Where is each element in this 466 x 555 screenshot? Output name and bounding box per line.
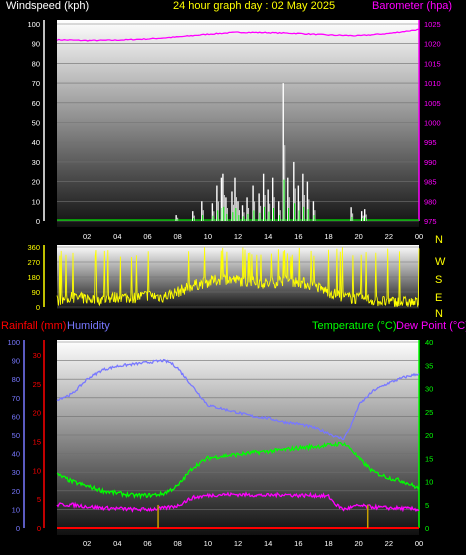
temperature-tick-label: 15 <box>425 454 433 463</box>
humidity-tick-label: 50 <box>12 431 20 440</box>
x-tick-label: 04 <box>113 232 121 241</box>
wind-tick-label: 100 <box>27 20 40 29</box>
wind-direction-trace <box>56 247 420 308</box>
rainfall-tick-label: 30 <box>33 351 41 360</box>
barometer-tick-label: 980 <box>424 197 437 206</box>
compass-label: W <box>435 256 446 268</box>
temperature-tick-label: 25 <box>425 408 433 417</box>
rainfall-tick-label: 0 <box>37 524 41 533</box>
wind-tick-label: 60 <box>32 99 40 108</box>
barometer-line <box>56 28 420 42</box>
wind-tick-label: 10 <box>32 197 40 206</box>
barometer-tick-label: 1025 <box>424 20 441 29</box>
direction-tick-label: 0 <box>36 303 40 312</box>
x-tick-label: 14 <box>264 232 272 241</box>
direction-tick-label: 270 <box>27 258 40 267</box>
x-tick-label: 14 <box>264 539 272 548</box>
barometer-tick-label: 985 <box>424 178 437 187</box>
humidity-tick-label: 0 <box>16 524 20 533</box>
wind-tick-label: 80 <box>32 59 40 68</box>
humidity-tick-label: 90 <box>12 357 20 366</box>
humidity-tick-label: 20 <box>12 487 20 496</box>
x-tick-label: 12 <box>234 539 242 548</box>
rainfall-tick-label: 25 <box>33 380 41 389</box>
barometer-tick-label: 1000 <box>424 119 441 128</box>
temperature-tick-label: 0 <box>425 524 429 533</box>
humidity-tick-label: 60 <box>12 412 20 421</box>
x-tick-label: 08 <box>173 232 181 241</box>
x-tick-label: 08 <box>173 539 181 548</box>
humidity-tick-label: 100 <box>7 338 20 347</box>
barometer-tick-label: 995 <box>424 138 437 147</box>
dewpoint-line <box>56 491 420 513</box>
x-tick-label: 20 <box>354 232 362 241</box>
x-tick-label: 10 <box>204 539 212 548</box>
temperature-tick-label: 10 <box>425 478 433 487</box>
compass-label: N <box>435 308 443 320</box>
wind-panel <box>57 20 419 227</box>
wind-tick-label: 50 <box>32 119 40 128</box>
wind-tick-label: 40 <box>32 138 40 147</box>
barometer-tick-label: 990 <box>424 158 437 167</box>
graph-title: 24 hour graph day : 02 May 2025 <box>173 0 335 12</box>
rainfall-tick-label: 5 <box>37 495 41 504</box>
windspeed-label: Windspeed (kph) <box>6 0 89 12</box>
direction-tick-label: 180 <box>27 273 40 282</box>
x-tick-label: 20 <box>354 539 362 548</box>
compass-label: E <box>435 292 442 304</box>
humidity-tick-label: 30 <box>12 468 20 477</box>
x-tick-label: 06 <box>143 539 151 548</box>
barometer-label: Barometer (hpa) <box>372 0 452 12</box>
humidity-tick-label: 10 <box>12 505 20 514</box>
humidity-line <box>56 358 420 441</box>
humidity-label: Humidity <box>67 320 110 332</box>
temperature-tick-label: 20 <box>425 431 433 440</box>
rainfall-label: Rainfall (mm) <box>1 320 66 332</box>
barometer-tick-label: 1020 <box>424 40 441 49</box>
x-tick-label: 18 <box>324 232 332 241</box>
temperature-line <box>56 441 420 500</box>
x-tick-label: 04 <box>113 539 121 548</box>
temp-panel <box>57 340 419 535</box>
x-tick-label: 02 <box>83 539 91 548</box>
barometer-tick-label: 1005 <box>424 99 441 108</box>
x-tick-label: 22 <box>385 232 393 241</box>
rainfall-tick-label: 10 <box>33 466 41 475</box>
x-tick-label: 00 <box>415 232 423 241</box>
x-tick-label: 10 <box>204 232 212 241</box>
temperature-tick-label: 5 <box>425 501 429 510</box>
x-tick-label: 22 <box>385 539 393 548</box>
humidity-tick-label: 70 <box>12 394 20 403</box>
dewpoint-label: Dew Point (°C) <box>396 320 466 332</box>
humidity-tick-label: 80 <box>12 375 20 384</box>
wind-tick-label: 20 <box>32 178 40 187</box>
x-tick-label: 16 <box>294 539 302 548</box>
x-tick-label: 06 <box>143 232 151 241</box>
wind-tick-label: 70 <box>32 79 40 88</box>
wind-tick-label: 90 <box>32 40 40 49</box>
compass-label: N <box>435 234 443 246</box>
humidity-tick-label: 40 <box>12 450 20 459</box>
x-tick-label: 02 <box>83 232 91 241</box>
wind-tick-label: 0 <box>36 217 40 226</box>
temperature-tick-label: 40 <box>425 338 433 347</box>
x-tick-label: 18 <box>324 539 332 548</box>
barometer-tick-label: 975 <box>424 217 437 226</box>
temperature-tick-label: 35 <box>425 361 433 370</box>
wind-tick-label: 30 <box>32 158 40 167</box>
x-tick-label: 00 <box>415 539 423 548</box>
direction-tick-label: 90 <box>32 288 40 297</box>
direction-tick-label: 360 <box>27 243 40 252</box>
x-tick-label: 16 <box>294 232 302 241</box>
rainfall-tick-label: 15 <box>33 438 41 447</box>
barometer-tick-label: 1015 <box>424 59 441 68</box>
rainfall-tick-label: 20 <box>33 409 41 418</box>
barometer-tick-label: 1010 <box>424 79 441 88</box>
temperature-tick-label: 30 <box>425 385 433 394</box>
temperature-label: Temperature (°C) <box>312 320 396 332</box>
compass-label: S <box>435 274 442 286</box>
x-tick-label: 12 <box>234 232 242 241</box>
